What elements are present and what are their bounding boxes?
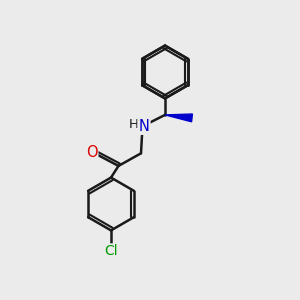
- Text: N: N: [139, 119, 149, 134]
- Text: H: H: [129, 118, 139, 131]
- Polygon shape: [165, 114, 192, 122]
- Text: Cl: Cl: [104, 244, 118, 258]
- Text: O: O: [86, 145, 97, 160]
